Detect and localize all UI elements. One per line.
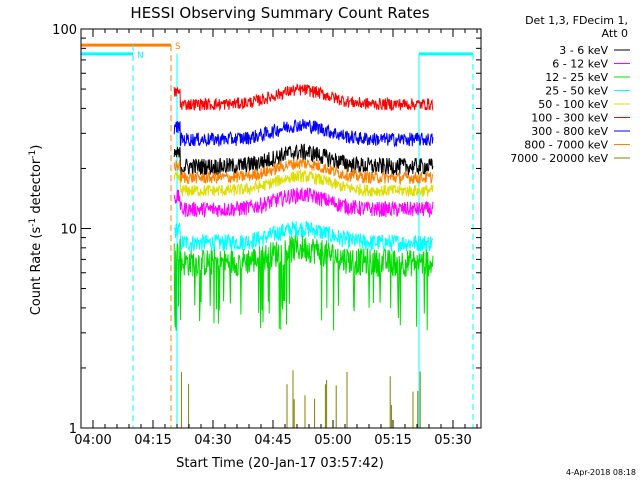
series-line xyxy=(173,186,434,218)
y-axis-label: Count Rate (s-1 detector-1) xyxy=(28,145,44,316)
legend-label: 300 - 800 keV xyxy=(531,125,608,138)
segment-label: N xyxy=(137,51,144,61)
plot-area: NS xyxy=(81,42,474,428)
y-axis-label-sup1: -1 xyxy=(28,218,38,227)
svg-text:Count Rate (s-1 detector-1): Count Rate (s-1 detector-1) xyxy=(28,145,44,316)
x-tick-label: 04:00 xyxy=(74,433,111,448)
y-axis-label-main: Count Rate (s xyxy=(29,227,44,316)
y-axis-label-mid: detector xyxy=(29,158,44,218)
x-tick-label: 04:15 xyxy=(134,433,171,448)
legend-label: 25 - 50 keV xyxy=(545,85,608,98)
x-tick-label: 05:30 xyxy=(434,433,471,448)
series-line xyxy=(173,158,434,186)
y-tick-label: 10 xyxy=(60,223,77,238)
legend-label: 12 - 25 keV xyxy=(545,71,608,84)
y-tick-label: 100 xyxy=(52,23,77,38)
series-line xyxy=(173,168,434,198)
series-line xyxy=(180,370,421,428)
y-axis-label-sup2: -1 xyxy=(28,150,38,159)
x-tick-label: 04:30 xyxy=(194,433,231,448)
y-axis-label-end: ) xyxy=(29,145,44,150)
series-line xyxy=(173,235,434,331)
legend-label: 3 - 6 keV xyxy=(559,44,608,57)
legend-header: Det 1,3, FDecim 1, xyxy=(525,14,628,27)
x-axis-label: Start Time (20-Jan-17 03:57:42) xyxy=(176,456,384,471)
series-line xyxy=(173,118,434,148)
legend-label: 50 - 100 keV xyxy=(538,98,608,111)
legend-header: Att 0 xyxy=(602,27,628,40)
segment-label: S xyxy=(175,42,181,52)
axes: 04:00 04:15 04:30 04:45 05:00 05:15 05:30 1 10 10… xyxy=(52,23,482,448)
series-line xyxy=(173,220,434,253)
y-tick-label: 1 xyxy=(69,422,77,437)
legend-label: 800 - 7000 keV xyxy=(524,139,608,152)
legend-label: 7000 - 20000 keV xyxy=(510,152,608,165)
footer-date: 4-Apr-2018 08:18 xyxy=(566,468,636,477)
series-line xyxy=(173,83,434,112)
x-tick-label: 05:00 xyxy=(314,433,351,448)
legend-label: 100 - 300 keV xyxy=(531,112,608,125)
legend-label: 6 - 12 keV xyxy=(552,58,608,71)
chart-title: HESSI Observing Summary Count Rates xyxy=(130,4,429,22)
x-tick-label: 05:15 xyxy=(374,433,411,448)
x-tick-label: 04:45 xyxy=(254,433,291,448)
